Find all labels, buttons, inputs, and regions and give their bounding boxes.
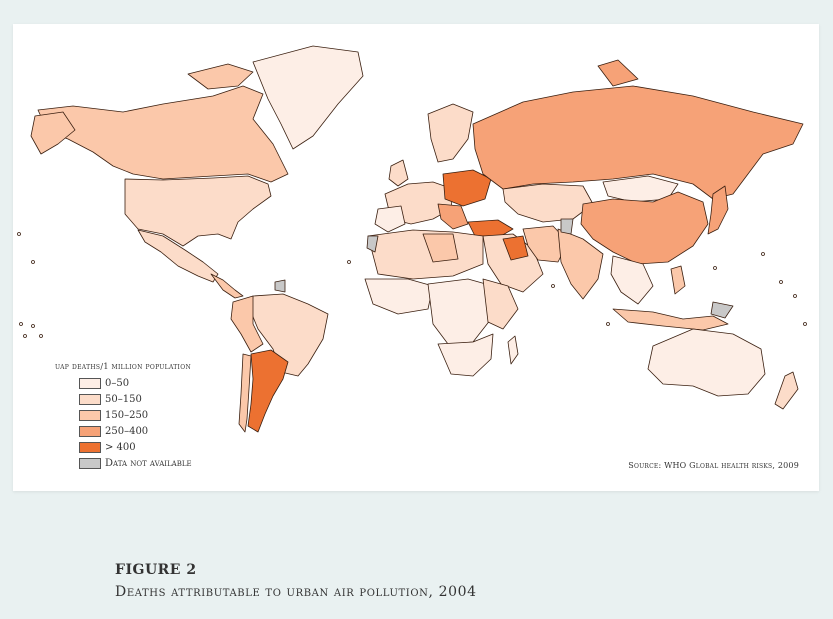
region-southern-africa (437, 333, 494, 377)
legend-label: 0–50 (105, 377, 130, 389)
region-central-america (210, 273, 244, 299)
legend-swatch (79, 457, 101, 469)
legend-item-5: Data not available (55, 455, 192, 471)
legend-item-2: 150–250 (55, 407, 192, 423)
region-greenland (252, 45, 364, 150)
island-marker (793, 294, 797, 298)
legend-title: UAP deaths/1 million population (55, 362, 191, 371)
source-note: Source: WHO Global health risks, 2009 (628, 461, 799, 470)
region-no-data-sa (274, 279, 286, 293)
region-new-zealand (774, 371, 799, 410)
region-middle-east (482, 233, 544, 293)
legend-swatch (79, 409, 101, 421)
region-canada-islands (187, 63, 254, 90)
region-usa (124, 175, 272, 247)
region-scandinavia (427, 103, 474, 163)
legend-swatch (79, 425, 101, 437)
legend-label: Data not available (105, 457, 192, 469)
island-marker (17, 232, 21, 236)
region-east-africa (482, 278, 519, 330)
region-no-data-afghan (560, 218, 574, 235)
legend-swatch (79, 441, 101, 453)
world-map (17, 45, 807, 433)
legend-item-1: 50–150 (55, 391, 192, 407)
region-alaska (30, 111, 76, 155)
legend-swatch (79, 393, 101, 405)
island-marker (39, 334, 43, 338)
island-marker (31, 324, 35, 328)
legend-item-0: 0–50 (55, 375, 192, 391)
island-marker (761, 252, 765, 256)
region-iberia (374, 205, 406, 233)
region-south-asia (557, 228, 604, 300)
legend-label: 50–150 (105, 393, 142, 405)
region-central-africa (427, 278, 494, 345)
island-marker (551, 284, 555, 288)
region-madagascar (507, 335, 519, 365)
region-west-africa (364, 278, 434, 315)
region-kazakhstan (502, 183, 594, 223)
legend-label: 250–400 (105, 425, 149, 437)
region-argentina (247, 349, 289, 433)
region-iraq (502, 235, 529, 261)
legend: UAP deaths/1 million population 0–50 50–… (55, 362, 192, 471)
figure-label: FIGURE 2 (115, 562, 197, 578)
region-papua (710, 301, 734, 319)
legend-item-3: 250–400 (55, 423, 192, 439)
region-japan (707, 185, 729, 235)
legend-item-4: > 400 (55, 439, 192, 455)
island-marker (347, 260, 351, 264)
region-uk (388, 159, 409, 187)
island-marker (19, 322, 23, 326)
region-chile (238, 353, 252, 433)
legend-label: > 400 (105, 441, 136, 453)
island-marker (779, 280, 783, 284)
island-marker (713, 266, 717, 270)
region-china (580, 191, 709, 265)
legend-label: 150–250 (105, 409, 149, 421)
legend-swatch (79, 377, 101, 389)
region-novaya-zemlya (597, 59, 639, 87)
region-turkey (467, 219, 514, 237)
region-libya (422, 233, 459, 263)
region-philippines (670, 265, 686, 295)
island-marker (31, 260, 35, 264)
region-balkans (437, 203, 469, 230)
island-marker (606, 322, 610, 326)
region-canada (37, 85, 289, 183)
region-iran (522, 225, 569, 263)
region-indonesia (612, 308, 729, 331)
region-southeast-asia (610, 255, 654, 305)
region-russia (472, 85, 804, 200)
island-marker (23, 334, 27, 338)
figure-caption: Deaths attributable to urban air polluti… (115, 584, 477, 600)
region-andes (230, 295, 264, 353)
region-mexico (137, 229, 219, 283)
region-eastern-europe (442, 169, 492, 207)
region-australia (647, 328, 766, 397)
island-marker (803, 322, 807, 326)
region-no-data-west-sahara (366, 235, 379, 253)
region-brazil (250, 293, 329, 377)
map-panel: UAP deaths/1 million population 0–50 50–… (13, 24, 819, 491)
